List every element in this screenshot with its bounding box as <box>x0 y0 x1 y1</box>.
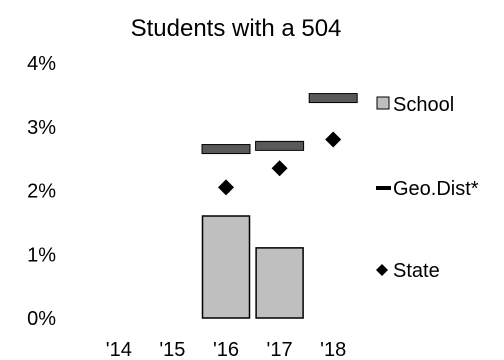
legend: School Geo.Dist* State <box>376 94 479 282</box>
bar-series <box>201 215 304 319</box>
dash-marker <box>308 93 358 104</box>
dash-marker <box>201 144 251 155</box>
y-tick-label: 2% <box>27 181 56 203</box>
x-tick-label: '16 <box>213 339 239 360</box>
x-tick-label: '17 <box>267 339 293 360</box>
y-axis-ticks: 0% 1% 2% 3% 4% <box>27 53 56 330</box>
x-tick-label: '18 <box>320 339 346 360</box>
y-tick-label: 4% <box>27 53 56 75</box>
y-tick-label: 3% <box>27 117 56 139</box>
y-tick-label: 1% <box>27 244 56 266</box>
legend-swatch-school <box>376 96 390 110</box>
legend-label-state: State <box>393 260 440 282</box>
legend-swatch-geo-dist <box>376 186 391 190</box>
dash-marker <box>255 140 305 151</box>
legend-label-geo-dist: Geo.Dist* <box>393 178 479 200</box>
diamond-series <box>218 131 342 196</box>
legend-label-school: School <box>393 94 454 116</box>
x-tick-label: '15 <box>159 339 185 360</box>
diamond-marker <box>218 179 234 196</box>
bar <box>201 215 251 319</box>
x-tick-label: '14 <box>106 339 132 360</box>
y-tick-label: 0% <box>27 308 56 330</box>
legend-swatch-state <box>376 264 388 276</box>
bar <box>255 247 304 319</box>
chart-title: Students with a 504 <box>131 15 342 42</box>
diamond-marker <box>325 131 342 148</box>
dash-series <box>201 93 358 155</box>
diamond-marker <box>271 160 288 177</box>
x-axis-ticks: '14 '15 '16 '17 '18 <box>106 339 346 360</box>
